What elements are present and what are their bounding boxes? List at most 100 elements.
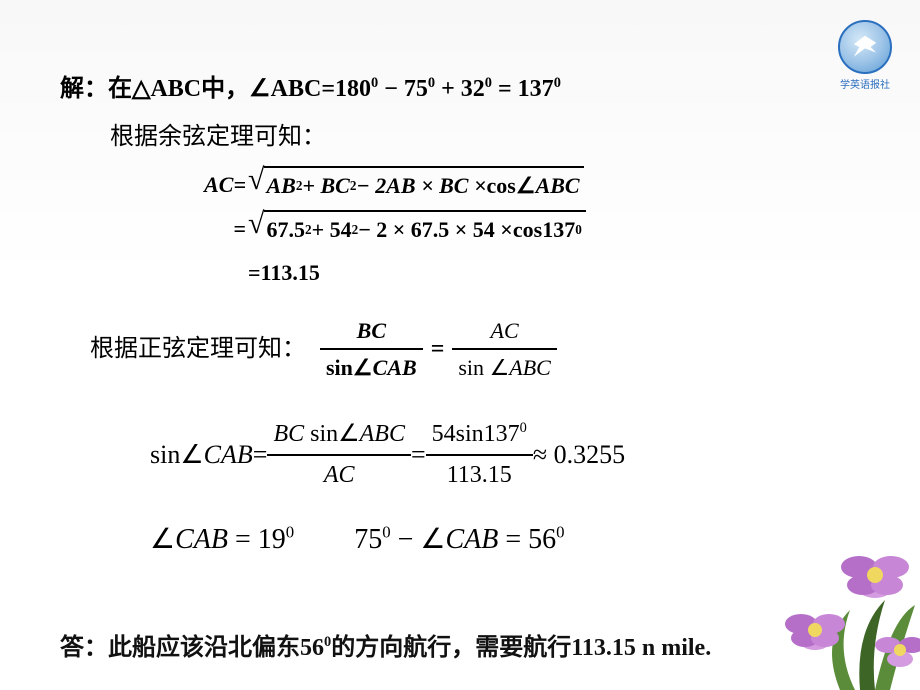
sin-cab-row: sin∠CAB = BC sin∠ABC AC = 54sin1370 113.… bbox=[150, 415, 860, 494]
text: 中， bbox=[201, 76, 249, 102]
v: 137 bbox=[484, 421, 520, 447]
deg: 0 bbox=[575, 219, 582, 240]
eq: = 137 bbox=[492, 76, 554, 102]
eq: = bbox=[200, 211, 248, 246]
t: − 2 × 67.5 × 54 × bbox=[358, 212, 513, 247]
eq: = 19 bbox=[228, 524, 286, 555]
num: BC sin∠ABC bbox=[267, 415, 411, 453]
ang: ∠ bbox=[353, 355, 373, 380]
cab: CAB bbox=[175, 524, 228, 555]
abc: ABC bbox=[509, 355, 551, 380]
solution-line-1: 解：在△ABC中，∠ABC=1800 − 750 + 320 = 1370 bbox=[60, 70, 860, 108]
deg: 0 bbox=[286, 523, 294, 542]
cos-row-2: = √ 67.52 + 542 − 2 × 67.5 × 54 × cos137… bbox=[200, 207, 860, 251]
cab: CAB bbox=[445, 524, 498, 555]
t: − 2AB × BC × bbox=[356, 168, 486, 203]
frac-3: BC sin∠ABC AC bbox=[267, 415, 411, 494]
deg: 0 bbox=[485, 75, 492, 91]
eq: = 56 bbox=[498, 524, 556, 555]
ang: ∠ bbox=[180, 434, 203, 476]
sqrt-sign-icon: √ bbox=[248, 209, 264, 246]
v: 137 bbox=[542, 212, 575, 247]
frac-2: AC sin ∠ABC bbox=[452, 313, 556, 385]
flower-1 bbox=[785, 614, 845, 650]
ang: ∠ bbox=[516, 168, 536, 203]
content-area: 解：在△ABC中，∠ABC=1800 − 750 + 320 = 1370 根据… bbox=[0, 0, 920, 563]
logo-caption: 学英语报社 bbox=[840, 76, 890, 91]
tri-name: ABC bbox=[150, 76, 201, 102]
n: 67.5 bbox=[266, 212, 305, 247]
sine-label: 根据正弦定理可知： bbox=[90, 330, 306, 368]
result-b: 750 − ∠CAB = 560 bbox=[354, 518, 564, 563]
cab: CAB bbox=[373, 355, 417, 380]
ang: ∠ bbox=[490, 355, 510, 380]
lhs: AC= bbox=[200, 167, 248, 202]
frac-4: 54sin1370 113.15 bbox=[426, 415, 533, 494]
angle-results-row: ∠CAB = 190 750 − ∠CAB = 560 bbox=[150, 518, 860, 563]
t: AB bbox=[266, 168, 295, 203]
abc: ABC bbox=[360, 421, 405, 447]
minus: − bbox=[391, 524, 421, 555]
angle-expr: ABC=180 bbox=[271, 76, 371, 102]
sqrt-body: 67.52 + 542 − 2 × 67.5 × 54 × cos1370 bbox=[264, 210, 585, 247]
ang: ∠ bbox=[150, 524, 175, 555]
cosine-label: 根据余弦定理可知： bbox=[110, 118, 860, 156]
cos: cos bbox=[487, 168, 516, 203]
cab: CAB bbox=[204, 434, 253, 476]
den: 113.15 bbox=[441, 456, 518, 494]
num: BC bbox=[351, 313, 392, 348]
num: 54sin1370 bbox=[426, 415, 533, 453]
eq: = bbox=[411, 434, 426, 476]
bc: BC bbox=[273, 421, 304, 447]
n54: 54 bbox=[432, 421, 456, 447]
leaf-group bbox=[832, 600, 915, 690]
sq: 2 bbox=[352, 219, 359, 240]
deg: 0 bbox=[520, 420, 527, 436]
cos-row-1: AC= √ AB2 + BC2 − 2AB × BC × cos∠ABC bbox=[200, 163, 860, 207]
answer-t1: 答：此船应该沿北偏东56 bbox=[60, 635, 324, 661]
sin: sin bbox=[326, 355, 353, 380]
result: =113.15 bbox=[248, 255, 320, 290]
cos: cos bbox=[513, 212, 542, 247]
sqrt: √ 67.52 + 542 − 2 × 67.5 × 54 × cos1370 bbox=[248, 210, 586, 247]
t: + 54 bbox=[312, 212, 352, 247]
sq: 2 bbox=[305, 219, 312, 240]
deg: 0 bbox=[554, 75, 561, 91]
logo-circle bbox=[838, 20, 892, 74]
sin: sin bbox=[150, 434, 180, 476]
ang: ∠ bbox=[420, 524, 445, 555]
answer-t2: 的方向航行，需要航行113.15 n mile. bbox=[331, 635, 711, 661]
den: AC bbox=[318, 456, 361, 494]
cos-row-3: =113.15 bbox=[200, 251, 860, 295]
text: 解：在 bbox=[60, 76, 132, 102]
ang: ∠ bbox=[338, 421, 360, 447]
t: + BC bbox=[302, 168, 349, 203]
approx: ≈ 0.3255 bbox=[533, 434, 625, 476]
den: sin∠CAB bbox=[320, 350, 423, 385]
sqrt-sign-icon: √ bbox=[248, 165, 264, 202]
sine-law-row: 根据正弦定理可知： BC sin∠CAB = AC sin ∠ABC bbox=[90, 313, 860, 385]
tri-symbol: △ bbox=[132, 76, 150, 102]
frac-1: BC sin∠CAB bbox=[320, 313, 423, 385]
angle-symbol: ∠ bbox=[249, 76, 271, 102]
sq: 2 bbox=[296, 175, 303, 196]
sin: sin bbox=[304, 421, 338, 447]
sqrt: √ AB2 + BC2 − 2AB × BC × cos∠ABC bbox=[248, 166, 584, 203]
v75: 75 bbox=[354, 524, 382, 555]
deg: 0 bbox=[382, 523, 390, 542]
sin: sin bbox=[458, 355, 489, 380]
answer-line: 答：此船应该沿北偏东560的方向航行，需要航行113.15 n mile. bbox=[60, 627, 711, 662]
plus: + 32 bbox=[435, 76, 485, 102]
logo: 学英语报社 bbox=[835, 20, 895, 95]
sin: sin bbox=[456, 421, 484, 447]
sq: 2 bbox=[350, 175, 357, 196]
sqrt-body: AB2 + BC2 − 2AB × BC × cos∠ABC bbox=[264, 166, 583, 203]
abc: ABC bbox=[536, 168, 580, 203]
minus: − 75 bbox=[378, 76, 428, 102]
den: sin ∠ABC bbox=[452, 350, 556, 385]
cosine-formula: AC= √ AB2 + BC2 − 2AB × BC × cos∠ABC = √… bbox=[200, 163, 860, 295]
num: AC bbox=[485, 313, 525, 348]
eq: = bbox=[253, 434, 268, 476]
logo-bird-icon bbox=[851, 33, 879, 61]
deg: 0 bbox=[556, 523, 564, 542]
